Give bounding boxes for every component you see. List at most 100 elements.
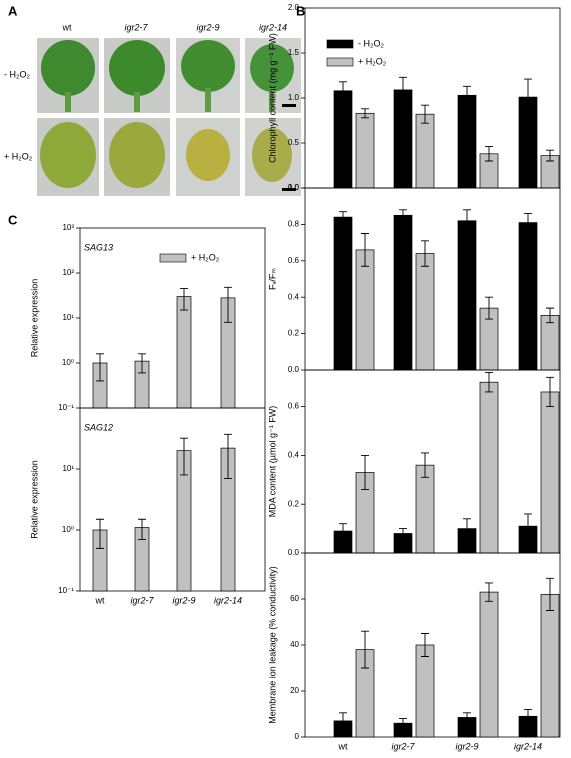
error-bar	[361, 630, 369, 669]
error-bar	[339, 712, 347, 730]
y-tick-label: 0.4	[288, 292, 300, 301]
error-bar	[524, 513, 532, 539]
bar	[540, 391, 560, 554]
error-bar	[339, 523, 347, 539]
y-axis-label: Relative expression	[29, 460, 39, 539]
x-tick-label: igr2-7	[130, 595, 154, 605]
legend-swatch	[159, 253, 187, 263]
bar	[415, 113, 435, 189]
annotation: SAG12	[84, 422, 113, 432]
y-tick-label: 20	[290, 686, 299, 695]
error-bar	[463, 85, 471, 105]
y-tick-label: 60	[290, 594, 299, 603]
y-tick-label: 0.5	[288, 138, 300, 147]
error-bar	[421, 104, 429, 124]
error-bar	[224, 433, 232, 479]
y-axis-label: Relative expression	[29, 279, 39, 358]
y-tick-label: 10¹	[62, 464, 74, 473]
y-tick-label: 10⁰	[62, 525, 74, 534]
x-tick-label: wt	[338, 741, 348, 751]
y-tick-label: 10²	[62, 268, 74, 277]
y-tick-label: 1.0	[288, 183, 300, 192]
y-tick-label: 0.6	[288, 402, 300, 411]
bar	[415, 464, 435, 554]
error-bar	[399, 209, 407, 222]
bar	[415, 253, 435, 371]
y-tick-label: 0.6	[288, 256, 300, 265]
error-bar	[546, 577, 554, 611]
y-tick-label: 10⁻¹	[58, 403, 74, 412]
error-bar	[485, 582, 493, 602]
y-tick-label: 0.0	[288, 365, 300, 374]
bar	[355, 112, 375, 189]
y-tick-label: 1.0	[288, 93, 300, 102]
x-tick-label: wt	[95, 595, 105, 605]
annotation: SAG13	[84, 242, 113, 252]
y-axis-label: Fᵥ/Fₘ	[267, 268, 277, 290]
bar	[457, 94, 477, 189]
error-bar	[421, 452, 429, 478]
y-tick-label: 0	[295, 732, 300, 741]
leaf-photos	[37, 38, 301, 196]
bar	[457, 220, 477, 371]
error-bar	[96, 353, 104, 382]
bar	[518, 222, 538, 371]
legend-label: + H₂O₂	[191, 252, 220, 262]
error-bar	[361, 233, 369, 267]
row-label: - H₂O₂	[4, 69, 30, 79]
error-bar	[546, 376, 554, 408]
x-tick-label: igr2-7	[391, 741, 415, 751]
bar	[333, 90, 353, 189]
error-bar	[399, 528, 407, 539]
y-axis-label: Chlorophyll content (mg g⁻¹ FW)	[267, 33, 277, 163]
y-tick-label: 10⁰	[62, 358, 74, 367]
bar	[479, 381, 499, 554]
y-tick-label: 0.8	[288, 220, 300, 229]
error-bar	[485, 296, 493, 320]
bar	[415, 644, 435, 738]
y-tick-label: 10¹	[62, 313, 74, 322]
error-bar	[524, 213, 532, 233]
error-bar	[399, 718, 407, 729]
legend-label: + H₂O₂	[358, 56, 387, 66]
y-axis-label: Membrane ion leakage (% conductivity)	[267, 566, 277, 724]
error-bar	[96, 518, 104, 549]
y-tick-label: 0.2	[288, 499, 300, 508]
error-bar	[421, 633, 429, 657]
bar	[479, 591, 499, 738]
x-tick-label: igr2-9	[455, 741, 478, 751]
error-bar	[339, 81, 347, 101]
panel-label: C	[8, 212, 18, 227]
error-bar	[463, 712, 471, 723]
error-bar	[180, 288, 188, 311]
x-tick-label: igr2-14	[514, 741, 542, 751]
y-tick-label: 0.4	[288, 451, 300, 460]
error-bar	[361, 454, 369, 491]
error-bar	[180, 437, 188, 476]
y-tick-label: 1.5	[288, 48, 300, 57]
x-tick-label: igr2-14	[214, 595, 242, 605]
y-tick-label: 0.0	[288, 183, 300, 192]
error-bar	[463, 518, 471, 539]
error-bar	[138, 353, 146, 374]
error-bar	[399, 76, 407, 103]
y-tick-label: 2.0	[288, 3, 300, 12]
bar	[393, 89, 413, 189]
y-axis-label: MDA content (µmol g⁻¹ FW)	[267, 406, 277, 517]
legend-swatch	[326, 39, 354, 49]
error-bar	[546, 307, 554, 324]
error-bar	[339, 211, 347, 224]
legend-label: - H₂O₂	[358, 38, 384, 48]
error-bar	[421, 240, 429, 267]
column-label: igr2-7	[124, 22, 148, 32]
x-tick-label: igr2-9	[172, 595, 195, 605]
panel-label: B	[296, 3, 305, 18]
plot-frame	[79, 407, 266, 592]
bar	[393, 214, 413, 371]
y-tick-label: 40	[290, 640, 299, 649]
error-bar	[485, 371, 493, 393]
y-tick-label: 0.0	[288, 548, 300, 557]
bar	[355, 249, 375, 371]
error-bar	[546, 149, 554, 162]
